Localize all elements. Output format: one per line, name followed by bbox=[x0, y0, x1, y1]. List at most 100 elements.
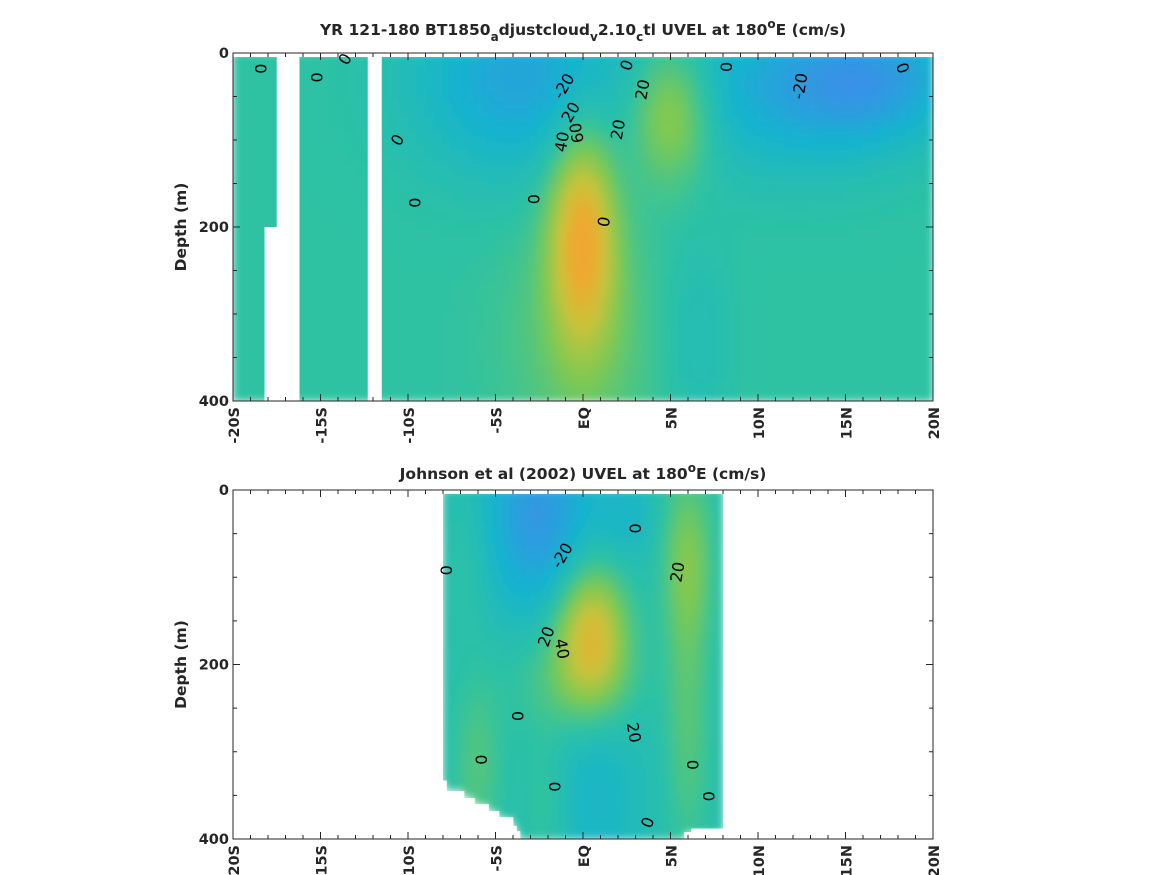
heatmap-cell bbox=[573, 379, 584, 388]
heatmap-cell bbox=[740, 226, 750, 235]
heatmap-cell bbox=[801, 268, 811, 277]
heatmap-cell bbox=[705, 163, 715, 172]
heatmap-cell bbox=[470, 740, 475, 749]
heatmap-cell bbox=[505, 712, 510, 721]
heatmap-cell bbox=[355, 59, 365, 68]
heatmap-cell bbox=[495, 636, 500, 645]
heatmap-cell bbox=[491, 559, 496, 568]
heatmap-cell bbox=[757, 379, 768, 388]
heatmap-cell bbox=[635, 386, 645, 395]
heatmap-cell bbox=[451, 198, 461, 207]
heatmap-cell bbox=[818, 337, 829, 346]
heatmap-cell bbox=[722, 87, 733, 96]
heatmap-cell bbox=[818, 170, 829, 179]
heatmap-cell bbox=[463, 740, 468, 749]
heatmap-cell bbox=[775, 101, 785, 110]
heatmap-cell bbox=[617, 310, 628, 318]
heatmap-cell bbox=[495, 261, 505, 270]
heatmap-cell bbox=[722, 330, 733, 339]
heatmap-cell bbox=[705, 268, 715, 277]
heatmap-cell bbox=[442, 149, 453, 158]
heatmap-cell bbox=[573, 198, 584, 207]
heatmap-cell bbox=[484, 622, 489, 631]
heatmap-cell bbox=[442, 136, 453, 144]
heatmap-cell bbox=[495, 393, 505, 402]
heatmap-cell bbox=[425, 205, 435, 214]
heatmap-cell bbox=[530, 351, 540, 360]
heatmap-cell bbox=[337, 59, 348, 68]
heatmap-cell bbox=[670, 344, 680, 353]
heatmap-cell bbox=[470, 566, 475, 575]
heatmap-cell bbox=[705, 344, 715, 353]
heatmap-cell bbox=[923, 87, 934, 96]
heatmap-cell bbox=[783, 372, 794, 381]
heatmap-cell bbox=[453, 643, 458, 652]
heatmap-cell bbox=[460, 310, 470, 318]
heatmap-cell bbox=[748, 379, 759, 388]
heatmap-cell bbox=[731, 247, 741, 256]
heatmap-cell bbox=[766, 108, 776, 117]
heatmap-cell bbox=[871, 344, 881, 353]
heatmap-cell bbox=[530, 66, 540, 75]
heatmap-cell bbox=[862, 310, 873, 318]
heatmap-cell bbox=[582, 330, 593, 339]
heatmap-cell bbox=[766, 247, 776, 256]
heatmap-cell bbox=[407, 393, 418, 402]
heatmap-cell bbox=[556, 393, 566, 402]
heatmap-cell bbox=[512, 184, 523, 193]
heatmap-cell bbox=[416, 163, 426, 172]
heatmap-cell bbox=[451, 386, 461, 395]
heatmap-cell bbox=[484, 677, 489, 686]
heatmap-cell bbox=[460, 289, 470, 298]
heatmap-cell bbox=[853, 184, 864, 193]
heatmap-cell bbox=[442, 740, 447, 749]
heatmap-cell bbox=[573, 365, 584, 374]
heatmap-cell bbox=[241, 386, 251, 395]
heatmap-cell bbox=[705, 219, 715, 228]
heatmap-cell bbox=[722, 372, 733, 381]
heatmap-cell bbox=[635, 136, 645, 144]
heatmap-cell bbox=[498, 740, 503, 749]
heatmap-cell bbox=[748, 177, 759, 186]
heatmap-cell bbox=[827, 177, 838, 186]
heatmap-cell bbox=[845, 94, 855, 103]
heatmap-cell bbox=[425, 73, 435, 82]
heatmap-cell bbox=[818, 115, 829, 124]
heatmap-cell bbox=[757, 156, 768, 165]
heatmap-cell bbox=[670, 337, 680, 346]
heatmap-cell bbox=[267, 66, 278, 75]
heatmap-cell bbox=[486, 337, 496, 346]
heatmap-cell bbox=[241, 337, 251, 346]
heatmap-cell bbox=[477, 156, 488, 165]
heatmap-cell bbox=[302, 282, 313, 291]
heatmap-cell bbox=[775, 323, 785, 332]
heatmap-cell bbox=[407, 365, 418, 374]
heatmap-cell bbox=[502, 531, 507, 540]
heatmap-cell bbox=[801, 87, 811, 96]
heatmap-cell bbox=[600, 87, 610, 96]
heatmap-cell bbox=[775, 94, 785, 103]
heatmap-cell bbox=[302, 184, 313, 193]
heatmap-cell bbox=[488, 761, 493, 770]
heatmap-cell bbox=[232, 170, 243, 179]
heatmap-cell bbox=[556, 122, 566, 131]
heatmap-cell bbox=[474, 657, 479, 665]
heatmap-cell bbox=[470, 517, 475, 526]
heatmap-cell bbox=[617, 303, 628, 312]
heatmap-cell bbox=[484, 747, 489, 756]
heatmap-cell bbox=[600, 59, 610, 68]
heatmap-cell bbox=[425, 142, 435, 151]
heatmap-cell bbox=[460, 601, 465, 610]
heatmap-cell bbox=[486, 289, 496, 298]
heatmap-cell bbox=[250, 358, 260, 367]
heatmap-cell bbox=[250, 226, 260, 235]
heatmap-cell bbox=[491, 608, 496, 617]
heatmap-cell bbox=[442, 747, 447, 756]
heatmap-cell bbox=[591, 261, 601, 270]
heatmap-cell bbox=[626, 108, 636, 117]
heatmap-cell bbox=[488, 545, 493, 554]
heatmap-cell bbox=[481, 719, 486, 728]
heatmap-cell bbox=[862, 247, 873, 256]
heatmap-cell bbox=[495, 657, 500, 665]
heatmap-cell bbox=[871, 323, 881, 332]
